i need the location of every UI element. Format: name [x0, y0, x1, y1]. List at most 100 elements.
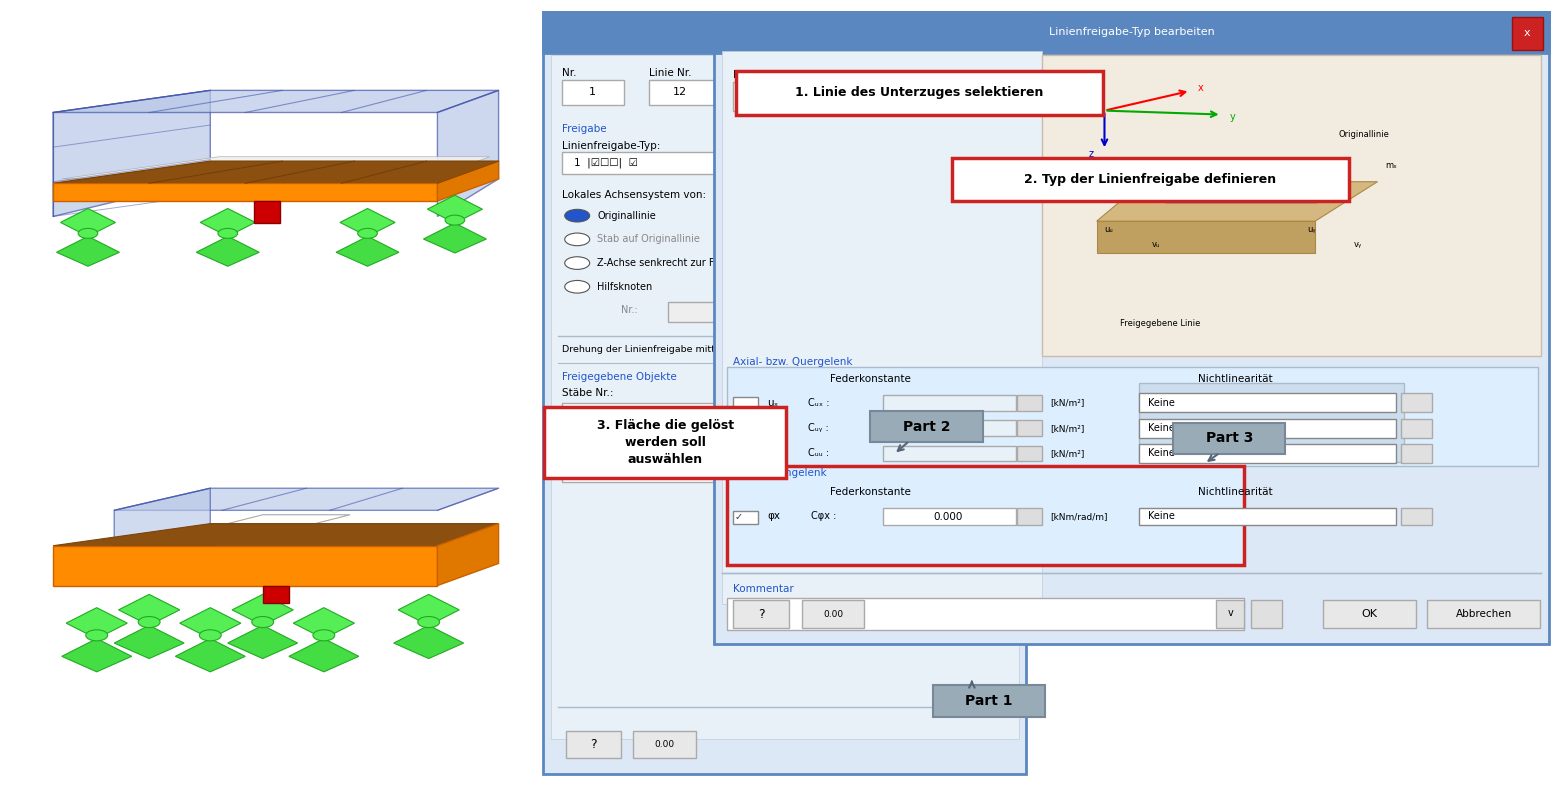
Text: Cᵤᵧ :: Cᵤᵧ :: [808, 423, 828, 433]
Polygon shape: [53, 90, 211, 216]
Polygon shape: [289, 638, 359, 672]
Text: φx: φx: [768, 511, 780, 521]
Polygon shape: [437, 161, 499, 201]
Polygon shape: [335, 236, 399, 266]
Polygon shape: [62, 156, 490, 179]
Text: Keine: Keine: [1148, 511, 1175, 521]
Text: y: y: [1229, 112, 1236, 122]
Text: [kNm/rad/m]: [kNm/rad/m]: [1050, 512, 1108, 521]
Text: vₓ: vₓ: [1260, 161, 1270, 171]
Text: Originallinie: Originallinie: [1338, 130, 1390, 139]
FancyBboxPatch shape: [1401, 444, 1432, 463]
FancyBboxPatch shape: [1017, 508, 1042, 525]
FancyBboxPatch shape: [543, 12, 1026, 53]
FancyBboxPatch shape: [562, 403, 1006, 427]
Text: Part 3: Part 3: [1206, 431, 1253, 446]
FancyBboxPatch shape: [733, 82, 819, 111]
Text: vᵧ: vᵧ: [1354, 240, 1362, 250]
Circle shape: [565, 280, 590, 293]
FancyBboxPatch shape: [668, 302, 785, 322]
FancyBboxPatch shape: [983, 152, 1014, 174]
Text: uₓ: uₓ: [1198, 161, 1207, 171]
FancyBboxPatch shape: [544, 407, 786, 478]
FancyBboxPatch shape: [562, 152, 952, 174]
FancyBboxPatch shape: [562, 80, 624, 105]
Text: Freigegebene Objekte: Freigegebene Objekte: [562, 372, 677, 382]
Polygon shape: [114, 488, 499, 510]
Text: v: v: [739, 88, 746, 97]
FancyBboxPatch shape: [566, 731, 621, 758]
Text: Freigegebene Linie: Freigegebene Linie: [1120, 319, 1201, 329]
FancyBboxPatch shape: [1251, 600, 1282, 628]
FancyBboxPatch shape: [933, 685, 1045, 717]
Polygon shape: [340, 209, 395, 236]
Text: Lokales Achsensystem von:: Lokales Achsensystem von:: [562, 190, 705, 200]
Polygon shape: [66, 608, 128, 638]
Text: 1. Linie des Unterzuges selektieren: 1. Linie des Unterzuges selektieren: [796, 86, 1044, 100]
Polygon shape: [427, 195, 482, 223]
FancyBboxPatch shape: [733, 448, 758, 461]
Polygon shape: [53, 90, 499, 112]
FancyBboxPatch shape: [1017, 420, 1042, 436]
Polygon shape: [254, 201, 281, 223]
Text: Cᵤᵤ :: Cᵤᵤ :: [808, 449, 830, 458]
Circle shape: [314, 630, 335, 641]
FancyBboxPatch shape: [1401, 419, 1432, 438]
Text: uᵤ: uᵤ: [1104, 224, 1114, 234]
Text: x: x: [1524, 28, 1530, 38]
FancyBboxPatch shape: [952, 158, 1349, 201]
Text: [kN/m²]: [kN/m²]: [1050, 398, 1084, 408]
Text: Cᵤₓ :: Cᵤₓ :: [808, 398, 830, 408]
Text: x: x: [1002, 28, 1008, 38]
Text: Nr.: Nr.: [562, 69, 576, 78]
Polygon shape: [423, 223, 487, 253]
Text: 2. Typ der Linienfreigabe definieren: 2. Typ der Linienfreigabe definieren: [1025, 173, 1276, 186]
Text: mₓ: mₓ: [1385, 161, 1398, 171]
Text: vᵤ: vᵤ: [1151, 240, 1159, 250]
Text: 1: 1: [590, 88, 596, 97]
FancyBboxPatch shape: [0, 0, 543, 790]
FancyBboxPatch shape: [883, 420, 1016, 436]
Text: ?: ?: [590, 738, 597, 751]
Text: uᵤ: uᵤ: [768, 449, 778, 458]
Text: Nichtlinearität: Nichtlinearität: [1198, 374, 1273, 384]
Polygon shape: [56, 236, 120, 266]
FancyBboxPatch shape: [1139, 508, 1396, 525]
Text: Flächen Nr.:: Flächen Nr.:: [562, 446, 624, 455]
Text: Keine: Keine: [1148, 398, 1175, 408]
Text: Kommentar: Kommentar: [733, 584, 794, 593]
Polygon shape: [197, 236, 259, 266]
FancyBboxPatch shape: [727, 598, 1245, 630]
FancyBboxPatch shape: [802, 600, 864, 628]
Text: Nichtlinearität: Nichtlinearität: [1198, 487, 1273, 497]
Circle shape: [86, 630, 108, 641]
FancyBboxPatch shape: [727, 367, 1538, 466]
FancyBboxPatch shape: [551, 55, 1019, 739]
Text: Part 2: Part 2: [903, 419, 950, 434]
Polygon shape: [398, 594, 459, 626]
Text: Linienfreigabe-Typ bearbeiten: Linienfreigabe-Typ bearbeiten: [1048, 28, 1215, 37]
Text: Linie Nr.: Linie Nr.: [649, 69, 691, 78]
FancyBboxPatch shape: [714, 12, 1549, 53]
FancyBboxPatch shape: [1512, 17, 1543, 50]
Circle shape: [565, 233, 590, 246]
Text: v: v: [1228, 608, 1234, 618]
Text: uₓ: uₓ: [768, 398, 778, 408]
Polygon shape: [114, 626, 184, 659]
Text: Nr.: Nr.: [733, 70, 747, 80]
FancyBboxPatch shape: [1139, 419, 1396, 438]
Circle shape: [565, 257, 590, 269]
Polygon shape: [228, 515, 349, 524]
Polygon shape: [53, 524, 499, 546]
Text: Federkonstante: Federkonstante: [830, 374, 911, 384]
FancyBboxPatch shape: [883, 395, 1016, 411]
Polygon shape: [53, 183, 437, 201]
FancyBboxPatch shape: [714, 12, 1549, 644]
Text: 0.00: 0.00: [655, 740, 674, 749]
FancyBboxPatch shape: [733, 397, 758, 410]
Text: [kN/m²]: [kN/m²]: [1050, 423, 1084, 433]
Text: OK: OK: [1362, 609, 1377, 619]
Text: Keine: Keine: [1148, 449, 1175, 458]
Text: ✓: ✓: [735, 513, 743, 522]
FancyBboxPatch shape: [733, 423, 758, 435]
